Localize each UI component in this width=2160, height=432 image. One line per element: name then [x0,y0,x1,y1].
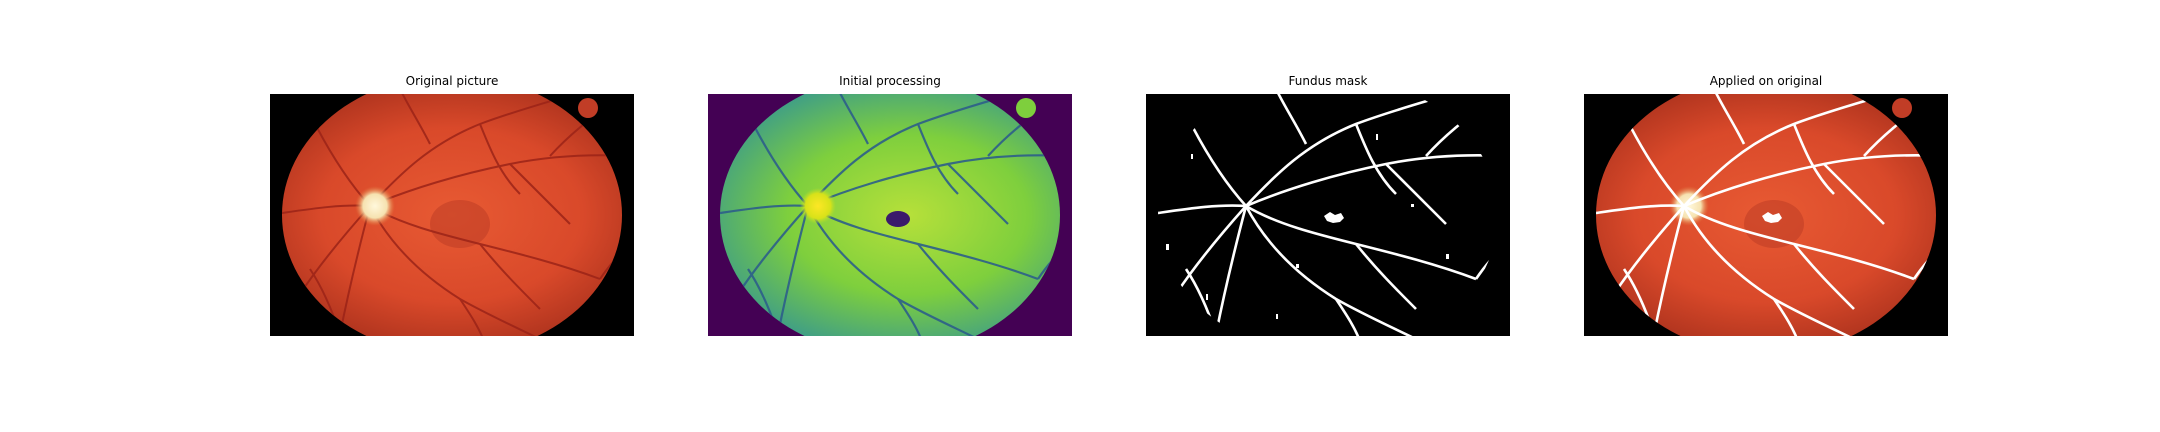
panel-title: Applied on original [1709,74,1823,88]
panel-title: Original picture [405,74,499,88]
panel-title: Initial processing [839,74,941,88]
fundus-image-processed [708,94,1072,336]
fundus-image-original [270,94,634,336]
vessel-mask-image [1146,94,1510,336]
fundus-image-overlay [1584,94,1948,336]
panel-title: Fundus mask [1288,74,1368,88]
